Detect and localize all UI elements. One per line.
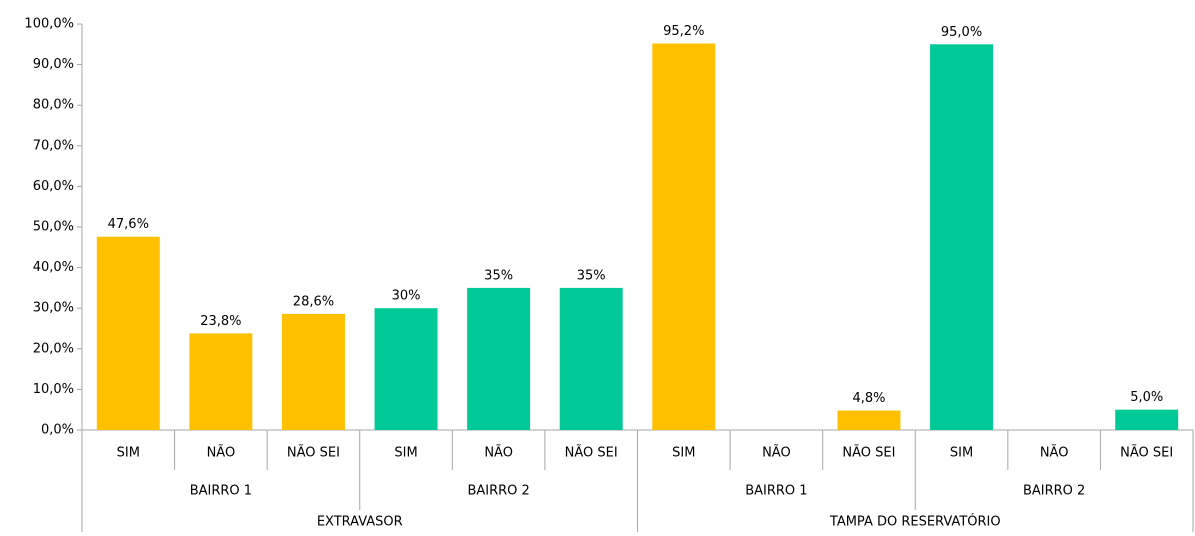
x-tick-label: SIM (950, 446, 973, 461)
y-tick-label: 0,0% (41, 423, 74, 438)
group-label: EXTRAVASOR (317, 515, 403, 530)
value-label: 95,2% (663, 24, 704, 39)
bar (1115, 409, 1179, 430)
bar (374, 308, 438, 430)
y-tick-label: 80,0% (33, 98, 74, 113)
bar (189, 333, 253, 430)
y-tick-label: 30,0% (33, 301, 74, 316)
group-label: BAIRRO 1 (745, 484, 807, 499)
y-tick-label: 100,0% (24, 17, 74, 32)
x-tick-label: NÃO SEI (842, 445, 895, 461)
x-tick-label: NÃO (484, 445, 513, 461)
group-label: BAIRRO 2 (467, 484, 529, 499)
value-label: 5,0% (1130, 390, 1163, 405)
y-tick-label: 90,0% (33, 57, 74, 72)
y-tick-label: 60,0% (33, 179, 74, 194)
x-tick-label: NÃO (762, 445, 791, 461)
bar (559, 287, 623, 430)
x-tick-label: NÃO SEI (287, 445, 340, 461)
value-label: 47,6% (108, 217, 149, 232)
bar (281, 313, 345, 430)
x-tick-label: NÃO SEI (1120, 445, 1173, 461)
bar (652, 43, 716, 430)
y-tick-label: 70,0% (33, 138, 74, 153)
value-label: 23,8% (200, 314, 241, 329)
x-tick-label: SIM (117, 446, 140, 461)
x-tick-label: NÃO (1040, 445, 1069, 461)
group-label: TAMPA DO RESERVATÓRIO (829, 514, 1001, 530)
value-label: 35% (484, 268, 513, 283)
x-tick-label: SIM (394, 446, 417, 461)
y-tick-label: 20,0% (33, 341, 74, 356)
y-tick-label: 50,0% (33, 220, 74, 235)
y-tick-label: 40,0% (33, 260, 74, 275)
x-tick-label: NÃO (207, 445, 236, 461)
group-label: BAIRRO 2 (1023, 484, 1085, 499)
bar (96, 236, 160, 430)
x-tick-label: SIM (672, 446, 695, 461)
x-tick-label: NÃO SEI (565, 445, 618, 461)
value-label: 35% (577, 268, 606, 283)
y-tick-label: 10,0% (33, 382, 74, 397)
bar (467, 287, 531, 430)
value-label: 4,8% (852, 391, 885, 406)
value-label: 95,0% (941, 25, 982, 40)
value-label: 30% (392, 289, 421, 304)
bar (930, 44, 994, 431)
value-label: 28,6% (293, 294, 334, 309)
group-label: BAIRRO 1 (190, 484, 252, 499)
bar (837, 410, 901, 430)
